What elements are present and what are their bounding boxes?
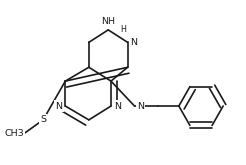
Text: NH: NH <box>101 17 115 26</box>
Text: H: H <box>121 25 126 34</box>
Text: N: N <box>130 38 137 47</box>
Text: N: N <box>137 101 144 111</box>
Text: CH3: CH3 <box>4 129 24 138</box>
Text: S: S <box>40 115 46 124</box>
Text: N: N <box>56 101 62 111</box>
Text: N: N <box>114 101 121 111</box>
